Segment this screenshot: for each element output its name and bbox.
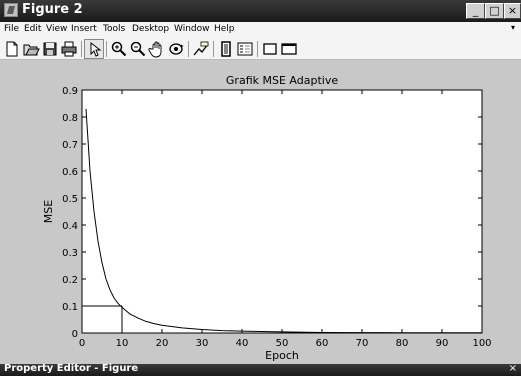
y-tick-label: 0 [72, 329, 78, 340]
x-tick-label: 40 [236, 338, 249, 349]
mse-curve[interactable] [85, 108, 482, 334]
show-plot-tools-icon[interactable] [280, 40, 298, 58]
y-tick-label: 0.4 [62, 221, 78, 232]
property-editor-bar[interactable]: Property Editor - Figure × [0, 363, 521, 376]
y-tick-label: 0.2 [62, 275, 78, 286]
figure-toolbar [0, 38, 521, 60]
pan-hand-icon[interactable] [148, 40, 166, 58]
x-tick-label: 70 [356, 338, 369, 349]
toolbar-separator [213, 41, 214, 57]
y-tick-label: 0.3 [62, 248, 78, 259]
window-title: Figure 2 [22, 2, 83, 17]
x-tick-label: 20 [156, 338, 169, 349]
x-tick-label: 80 [396, 338, 409, 349]
y-axis-label: MSE [42, 200, 55, 223]
matlab-figure-icon [4, 3, 18, 17]
axis-tick-labels: 0 10 20 30 40 50 60 70 80 90 100 0 0.1 0.2 0.3 0.4 0.5 0.… [62, 86, 491, 349]
property-editor-title: Property Editor - Figure [4, 363, 139, 374]
y-tick-label: 0.8 [62, 113, 78, 124]
y-tick-label: 0.7 [62, 140, 78, 151]
plot-svg[interactable]: 0 10 20 30 40 50 60 70 80 90 100 0 0.1 0.2 0.3 0.4 0.5 0.… [0, 60, 521, 364]
x-tick-label: 50 [276, 338, 289, 349]
rotate-3d-icon[interactable] [167, 40, 185, 58]
menu-tools[interactable]: Tools [103, 24, 126, 34]
menu-insert[interactable]: Insert [71, 24, 97, 34]
print-icon[interactable] [60, 40, 78, 58]
figure-canvas[interactable]: 0 10 20 30 40 50 60 70 80 90 100 0 0.1 0.2 0.3 0.4 0.5 0.… [0, 60, 521, 364]
y-tick-label: 0.5 [62, 194, 78, 205]
menu-help[interactable]: Help [214, 24, 235, 34]
data-cursor-icon[interactable] [192, 40, 210, 58]
menu-window[interactable]: Window [174, 24, 210, 34]
menu-edit[interactable]: Edit [24, 24, 42, 34]
colorbar-icon[interactable] [217, 40, 235, 58]
zoom-in-icon[interactable] [110, 40, 128, 58]
zoom-out-icon[interactable] [129, 40, 147, 58]
axes-background[interactable] [81, 89, 483, 334]
chart-title: Grafik MSE Adaptive [226, 74, 338, 87]
title-bar[interactable]: Figure 2 _ □ × [0, 0, 521, 22]
y-tick-label: 0.1 [62, 302, 78, 313]
x-tick-label: 0 [79, 338, 85, 349]
x-tick-label: 30 [196, 338, 209, 349]
toolbar-separator [81, 41, 82, 57]
toolbar-separator [106, 41, 107, 57]
x-tick-label: 60 [316, 338, 329, 349]
axis-ticks [81, 89, 483, 334]
open-file-icon[interactable] [22, 40, 40, 58]
x-tick-label: 10 [116, 338, 129, 349]
y-tick-label: 0.6 [62, 167, 78, 178]
minimize-button[interactable]: _ [466, 3, 485, 19]
x-tick-label: 90 [436, 338, 449, 349]
menu-bar: File Edit View Insert Tools Desktop Wind… [0, 22, 521, 38]
maximize-button[interactable]: □ [485, 3, 504, 19]
x-tick-label: 100 [472, 338, 491, 349]
hide-plot-tools-icon[interactable] [261, 40, 279, 58]
new-figure-icon[interactable] [3, 40, 21, 58]
menu-overflow-arrow-icon[interactable]: ▾ [510, 23, 515, 32]
toolbar-separator [257, 41, 258, 57]
legend-icon[interactable] [236, 40, 254, 58]
menu-file[interactable]: File [4, 24, 20, 34]
menu-desktop[interactable]: Desktop [132, 24, 170, 34]
y-tick-label: 0.9 [62, 86, 78, 97]
data-series [85, 108, 482, 334]
close-button[interactable]: × [504, 3, 521, 19]
annotation-lines [82, 305, 123, 333]
property-editor-close-icon[interactable]: × [508, 363, 517, 374]
x-axis-label: Epoch [265, 349, 299, 362]
save-icon[interactable] [41, 40, 59, 58]
toolbar-separator [188, 41, 189, 57]
edit-plot-arrow-icon[interactable] [84, 39, 104, 59]
menu-view[interactable]: View [46, 24, 68, 34]
